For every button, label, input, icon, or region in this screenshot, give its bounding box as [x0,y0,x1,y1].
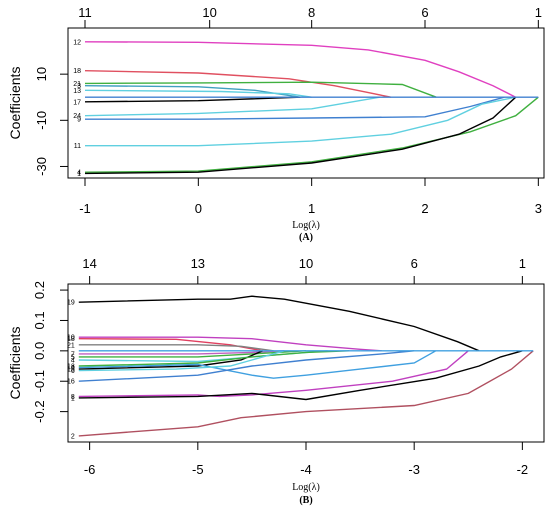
panel-b-series-label: 10 [67,335,75,342]
panel-a-y-tick-label: -10 [34,111,49,130]
panel-a-series-label: 4 [77,170,81,177]
panel-b-plot-frame [67,283,545,443]
panel-b-top-tick-label: 6 [411,256,418,271]
panel-a-series-line-17 [84,96,301,103]
panel-b-y-tick-label: 0.1 [32,311,47,329]
panel-a-x-tick-label: 0 [195,201,202,216]
panel-a-series-line-12 [84,41,517,98]
panel-b-series-label: 9 [71,365,75,372]
panel-b-series-line-8 [78,350,469,398]
panel-a-series-line-1 [84,96,517,175]
panel-b-series-label: 16 [67,379,75,386]
panel-b-series-label: 1 [71,395,75,402]
panel-b-y-tick-label: 0.0 [32,342,47,360]
panel-a-series-line-24 [84,96,380,117]
panel-b-y-axis-label: Coefficients [7,327,23,400]
panel-b-series-line-13 [78,350,350,367]
panel-a-y-axis-label: Coefficients [7,67,23,140]
panel-b-series-line-10 [78,336,382,352]
panel-b-series-label: 5 [71,354,75,361]
panel-a-series-label: 12 [73,39,81,46]
panel-b-series-line-19 [78,295,480,352]
panel-a-top-tick-label: 8 [308,5,315,20]
panel-b-x-tick-label: -2 [517,462,529,477]
panel-a-x-tick-label: 3 [535,201,542,216]
panel-a-series-label: 17 [73,99,81,106]
panel-a-top-tick-label: 10 [202,5,216,20]
panel-b-series-line-18 [78,338,263,352]
panel-a-series-group [84,41,539,175]
panel-b-y-tick-label: 0.2 [32,281,47,299]
panel-b-series-label: 8 [71,394,75,401]
panel-b-top-tick-label: 13 [191,256,205,271]
panel-b-panel-label: (B) [299,495,312,506]
panel-a-series-label: 21 [73,81,81,88]
panel-b-series-line-2 [78,350,534,437]
panel-a-series-label: 11 [74,143,81,150]
panel-b-top-tick-label: 1 [519,256,526,271]
panel-b-x-tick-label: -3 [408,462,420,477]
panel-b-series-line-6 [78,350,285,372]
panel-a-top-tick-label: 1 [535,5,542,20]
panel-a-x-axis-label: Log(λ) [292,220,320,231]
panel-b-series-line-9 [78,350,437,379]
panel-b-series-line-16 [78,350,415,382]
panel-a-series-label: 13 [73,88,81,95]
panel-a-top-tick-label: 6 [421,5,428,20]
panel-a-series-label: 24 [73,113,81,120]
panel-a-series-label: 18 [73,68,81,75]
panel-b-series-line-1 [78,350,523,401]
panel-b-series-line-21 [78,344,274,352]
panel-a-series-label: 1 [77,171,81,178]
panel-b-series-label: 2 [71,433,75,440]
panel-a-series-line-11 [85,96,516,147]
panel-b-x-tick-label: -4 [300,462,312,477]
panel-a-series-line-9 [85,96,505,120]
panel-a-series-line-18 [84,70,392,98]
panel-a-x-tick-label: 1 [308,201,315,216]
panel-b-series-line-15 [78,350,263,370]
panel-b-series-label: 18 [67,336,75,343]
panel-a-series-line-21 [84,81,437,98]
panel-b-x-axis-label: Log(λ) [292,482,320,493]
panel-b-top-tick-label: 14 [82,256,96,271]
panel-a-series-label: 3 [77,83,81,90]
panel-a-series-line-13 [84,89,312,98]
panel-b-series-label: 19 [67,300,75,307]
panel-b-y-tick-label: -0.1 [32,370,47,392]
panel-b-series-label: 13 [67,364,75,371]
panel-a-y-tick-label: -30 [34,157,49,176]
panel-a-chart: -1 0 1 2 311 10 8 6 110-10-30CoefficientsLog(λ)(… [7,5,545,243]
panel-a-plot-frame [67,27,545,179]
panel-a-series-label: 9 [77,117,81,124]
panel-b-x-tick-label: -5 [192,462,204,477]
panel-b-series-group [78,295,534,437]
panel-b-series-label: 4 [71,357,75,364]
panel-b-x-tick-label: -6 [84,462,96,477]
panel-a-y-tick-label: 10 [34,67,49,81]
panel-a-panel-label: (A) [299,232,313,243]
panel-a-x-tick-label: 2 [421,201,428,216]
panel-a-top-tick-label: 11 [78,5,92,20]
panel-a-series-line-4 [84,96,539,173]
panel-a-x-tick-label: -1 [79,201,91,216]
panel-b-series-label: 6 [71,368,75,375]
panel-b-series-label: 15 [67,367,75,374]
panel-b-series-label: 7 [71,351,75,358]
panel-b-series-line-7 [78,350,285,355]
panel-b-top-tick-label: 10 [299,256,313,271]
panel-b-series-label: 21 [67,342,75,349]
panel-b-chart: -6 -5 -4 -3 -214 13 10 6 10.20.10.0-0.1-0.2Coeff… [7,256,545,506]
panel-b-y-tick-label: -0.2 [32,400,47,422]
